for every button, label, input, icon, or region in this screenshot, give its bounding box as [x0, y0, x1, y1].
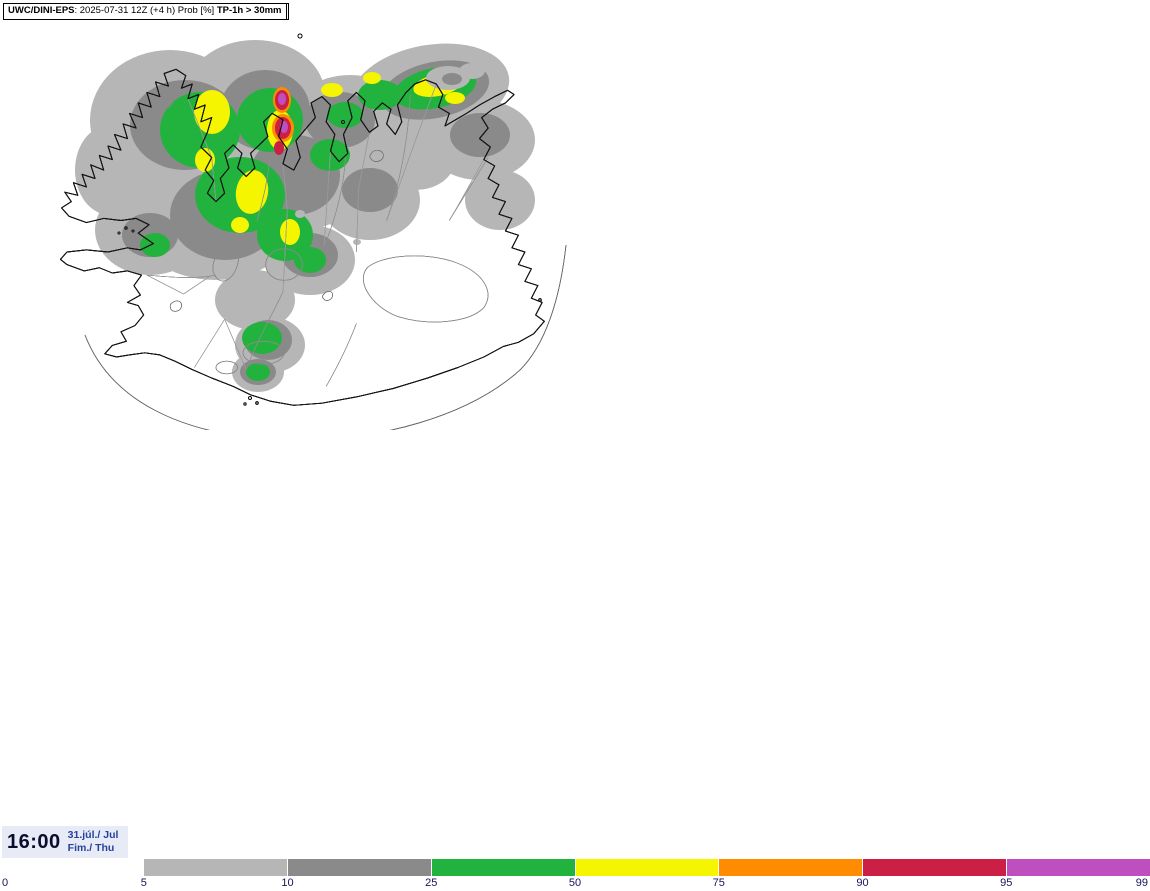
probability-overlay [75, 40, 535, 392]
map-panel-1 [59, 33, 567, 430]
colorbar-segment [574, 859, 719, 876]
colorbar-tick: 10 [281, 877, 294, 889]
model-label: UWC/DINI-EPS [8, 5, 75, 16]
probability-colorbar-ticks: 0 5 10 25 50 75 90 95 99 [0, 877, 1150, 891]
probability-overlay [295, 63, 485, 245]
colorbar-tick: 5 [140, 877, 147, 889]
small-island [255, 401, 259, 405]
small-island [243, 402, 247, 406]
forecast-panel-30mm: UWC/DINI-EPS: 2025-07-31 12Z (+4 h) Prob… [0, 0, 575, 430]
valid-time-clock: 16:00 [7, 830, 61, 853]
colorbar-segment [718, 859, 863, 876]
valid-date: 31.júl./ Jul Fim./ Thu [68, 829, 119, 855]
map-panel-4 [59, 33, 567, 430]
colorbar-tick: 0 [2, 877, 9, 889]
colorbar-tick: 95 [1000, 877, 1013, 889]
small-island [124, 226, 128, 230]
small-island [297, 33, 303, 39]
colorbar-tick: 50 [568, 877, 582, 889]
valid-date-month: 31.júl./ Jul [67, 829, 119, 841]
colorbar-segment [430, 859, 575, 876]
small-island [131, 229, 135, 233]
run-info: : 2025-07-31 12Z (+4 h) Prob [%] [74, 5, 217, 16]
iceland-basemap [59, 33, 567, 430]
small-island [341, 120, 345, 124]
small-island [538, 298, 542, 302]
colorbar-segment [286, 859, 431, 876]
probability-colorbar [144, 859, 1150, 876]
colorbar-tick: 25 [425, 877, 438, 889]
threshold-label: TP-1h > 30mm [216, 5, 282, 16]
forecast-panel-0.1mm: UWC/DINI-EPS: 2025-07-31 12Z (+4 h) Prob… [0, 0, 575, 430]
small-island [248, 396, 252, 400]
small-island [117, 231, 121, 235]
valid-date-weekday: Fim./ Thu [67, 842, 115, 855]
colorbar-tick: 90 [856, 877, 869, 889]
colorbar-segment [144, 859, 287, 876]
valid-time-box: 16:00 31.júl./ Jul Fim./ Thu [2, 826, 129, 859]
colorbar-segment [862, 859, 1007, 876]
colorbar-tick: 75 [712, 877, 725, 889]
colorbar-tick: 99 [1135, 877, 1148, 889]
colorbar-segment [1006, 859, 1150, 876]
panel-title: UWC/DINI-EPS: 2025-07-31 12Z (+4 h) Prob… [3, 3, 287, 20]
